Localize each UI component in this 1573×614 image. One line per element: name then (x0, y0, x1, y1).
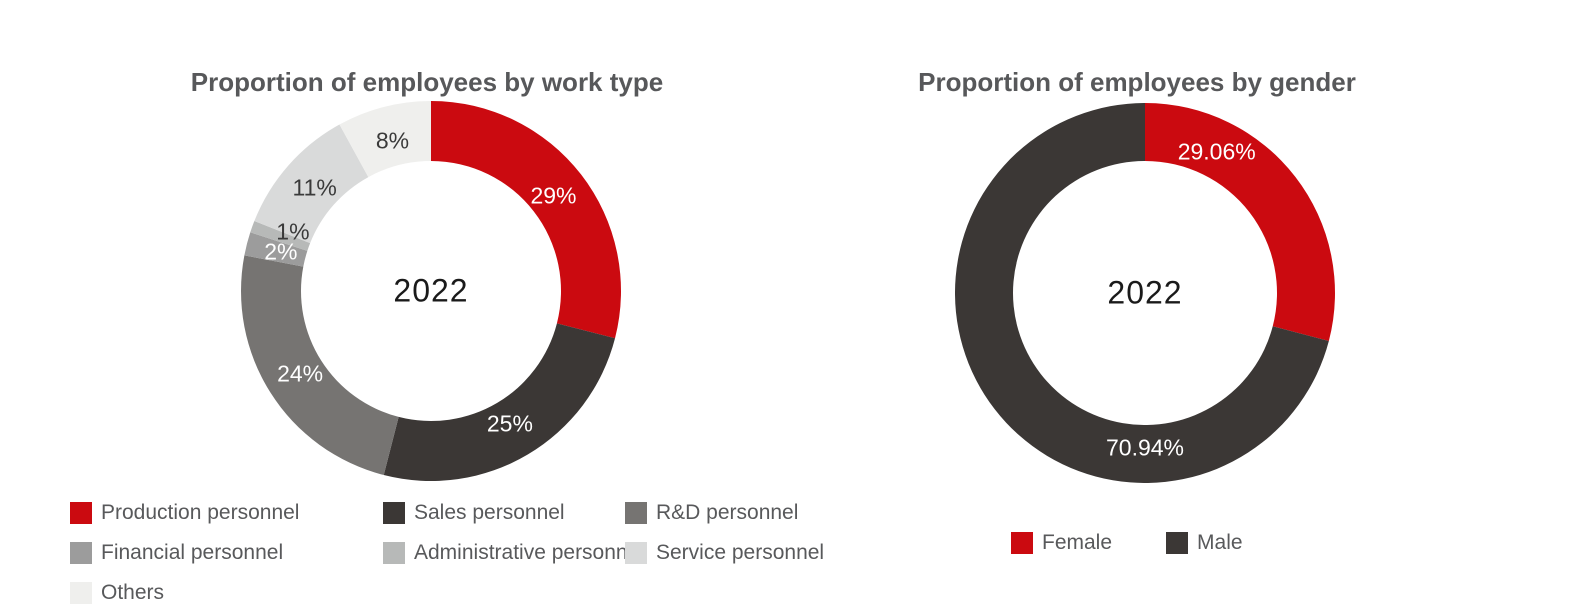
legend-label: R&D personnel (656, 501, 799, 524)
donut-slice (339, 101, 431, 178)
legend-swatch (70, 502, 92, 524)
slice-value-label: 8% (375, 127, 410, 154)
legend-item: Female (1011, 532, 1112, 554)
legend-label: Administrative personnel (414, 541, 644, 564)
legend-item: Administrative personnel (383, 542, 644, 564)
donut-slice (244, 232, 308, 267)
work-type-donut: 2022 29% 25% 24% 2% 1% 11% 8% (241, 101, 621, 481)
gender-donut: 2022 29.06% 70.94% (955, 103, 1335, 483)
legend-item: Others (70, 582, 383, 604)
legend-swatch (383, 542, 405, 564)
work-type-legend: Production personnel Sales personnel R&D p… (70, 502, 824, 604)
donut-slice (955, 103, 1329, 483)
donut-slice (250, 221, 311, 251)
legend-item: R&D personnel (625, 502, 824, 524)
donut-slice (431, 101, 621, 339)
donut-slice (1145, 103, 1335, 341)
legend-item: Production personnel (70, 502, 383, 524)
legend-label: Sales personnel (414, 501, 565, 524)
legend-label: Female (1042, 531, 1113, 554)
legend-swatch (1166, 532, 1189, 554)
donut-ring-svg (241, 101, 621, 481)
legend-label: Others (101, 581, 165, 604)
legend-item: Financial personnel (70, 542, 383, 564)
legend-label: Production personnel (101, 501, 300, 524)
slice-value-label: 29.06% (1177, 138, 1256, 165)
slice-value-label: 24% (277, 360, 324, 387)
slice-value-label: 70.94% (1105, 434, 1185, 461)
center-year-label: 2022 (1107, 274, 1183, 311)
slice-value-label: 11% (292, 174, 337, 201)
legend-swatch (625, 542, 647, 564)
legend-swatch (70, 582, 92, 604)
chart-title: Proportion of employees by work type (190, 66, 664, 97)
center-year-label: 2022 (393, 272, 469, 309)
gender-legend: Female Male (1011, 532, 1243, 554)
legend-swatch (1011, 532, 1033, 554)
legend-label: Financial personnel (101, 541, 284, 564)
chart-title: Proportion of employees by gender (918, 66, 1356, 97)
legend-item: Sales personnel (383, 502, 625, 524)
legend-label: Male (1197, 531, 1243, 554)
legend-swatch (383, 502, 405, 524)
donut-slice (254, 124, 369, 244)
slice-value-label: 2% (264, 238, 298, 265)
donut-ring-svg (955, 103, 1335, 483)
slice-value-label: 25% (486, 410, 533, 437)
legend-item: Male (1166, 532, 1243, 554)
legend-swatch (625, 502, 647, 524)
donut-slice (241, 255, 399, 476)
donut-slice (383, 323, 616, 481)
legend-item: Service personnel (625, 542, 824, 564)
legend-swatch (70, 542, 92, 564)
slice-value-label: 29% (530, 182, 577, 209)
legend-label: Service personnel (656, 541, 825, 564)
slice-value-label: 1% (276, 218, 310, 245)
